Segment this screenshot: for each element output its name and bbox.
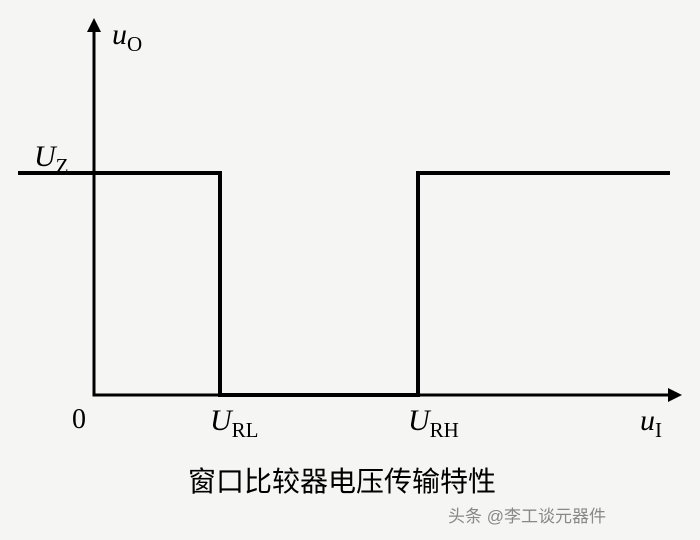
diagram-svg: [0, 0, 700, 540]
x-axis-label: uI: [640, 404, 662, 443]
caption: 窗口比较器电压传输特性: [188, 460, 496, 500]
origin-label: 0: [72, 404, 86, 436]
urh-label: URH: [408, 404, 459, 443]
uz-label: UZ: [34, 140, 69, 179]
watermark: 头条 @李工谈元器件: [448, 502, 606, 527]
url-label: URL: [210, 404, 259, 443]
y-axis-label: uO: [112, 18, 142, 57]
